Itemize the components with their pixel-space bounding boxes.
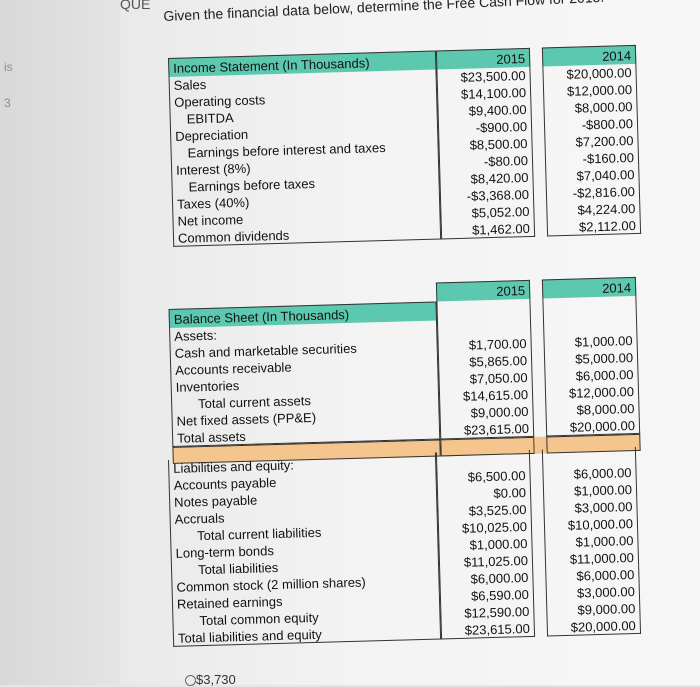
margin-mark: is — [4, 60, 13, 74]
value-2014: $20,000.00 — [546, 616, 642, 637]
balance-sheet-liabilities-table: Liabilities and equity: Accounts payable… — [168, 446, 642, 647]
value-2014: $2,112.00 — [546, 216, 642, 237]
left-margin: is 3 — [0, 0, 120, 685]
answer-option-label[interactable]: $3,730 — [196, 672, 236, 687]
margin-mark: 3 — [4, 96, 11, 110]
question-header-fragment: QUE — [120, 0, 151, 12]
balance-sheet-assets-table: 2015 2014 Balance Sheet (In Thousands) A… — [168, 276, 641, 464]
value-2015: $1,462.00 — [440, 219, 536, 240]
answer-radio[interactable] — [185, 675, 196, 686]
question-paper — [120, 0, 700, 685]
income-statement-table: Income Statement (In Thousands) 2015 201… — [168, 44, 642, 247]
value-2015: $23,615.00 — [440, 619, 536, 640]
